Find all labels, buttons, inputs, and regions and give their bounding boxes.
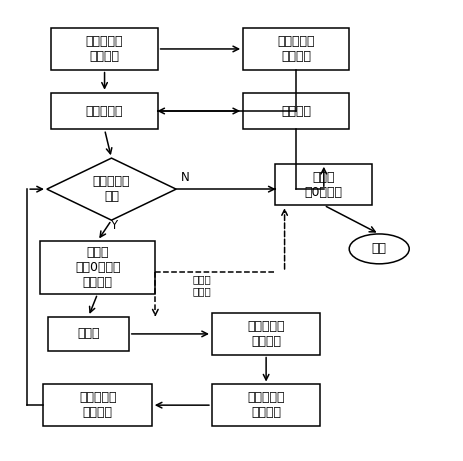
FancyBboxPatch shape — [243, 93, 349, 130]
FancyBboxPatch shape — [51, 93, 157, 130]
Text: 主从进
程通信: 主从进 程通信 — [192, 274, 211, 296]
FancyBboxPatch shape — [44, 384, 152, 426]
Text: 数据划分: 数据划分 — [281, 105, 311, 118]
FancyBboxPatch shape — [48, 317, 129, 351]
Text: 从进程: 从进程 — [77, 327, 100, 340]
Text: 并行初始化: 并行初始化 — [86, 105, 123, 118]
Text: 关闭目标数
据源文件: 关闭目标数 据源文件 — [79, 391, 116, 419]
Ellipse shape — [349, 234, 409, 264]
Text: 写入目标数
据源文件: 写入目标数 据源文件 — [247, 391, 285, 419]
FancyBboxPatch shape — [243, 28, 349, 70]
Text: 打开目标数
据源文件: 打开目标数 据源文件 — [247, 320, 285, 348]
Text: 主进程
（0进程）: 主进程 （0进程） — [305, 171, 343, 199]
FancyBboxPatch shape — [51, 28, 157, 70]
Text: 从进程
（非0进程）
数据处理: 从进程 （非0进程） 数据处理 — [75, 246, 120, 289]
FancyBboxPatch shape — [212, 384, 320, 426]
Text: 结束: 结束 — [372, 242, 387, 255]
FancyBboxPatch shape — [40, 241, 155, 294]
Text: N: N — [181, 171, 189, 184]
FancyBboxPatch shape — [212, 313, 320, 355]
Polygon shape — [47, 158, 176, 220]
FancyBboxPatch shape — [275, 164, 372, 205]
Text: 存在待处理
数据: 存在待处理 数据 — [93, 175, 130, 203]
Text: 关闭目标数
据源文件: 关闭目标数 据源文件 — [277, 35, 315, 63]
Text: Y: Y — [110, 219, 117, 232]
Text: 创建目标数
据源文件: 创建目标数 据源文件 — [86, 35, 123, 63]
